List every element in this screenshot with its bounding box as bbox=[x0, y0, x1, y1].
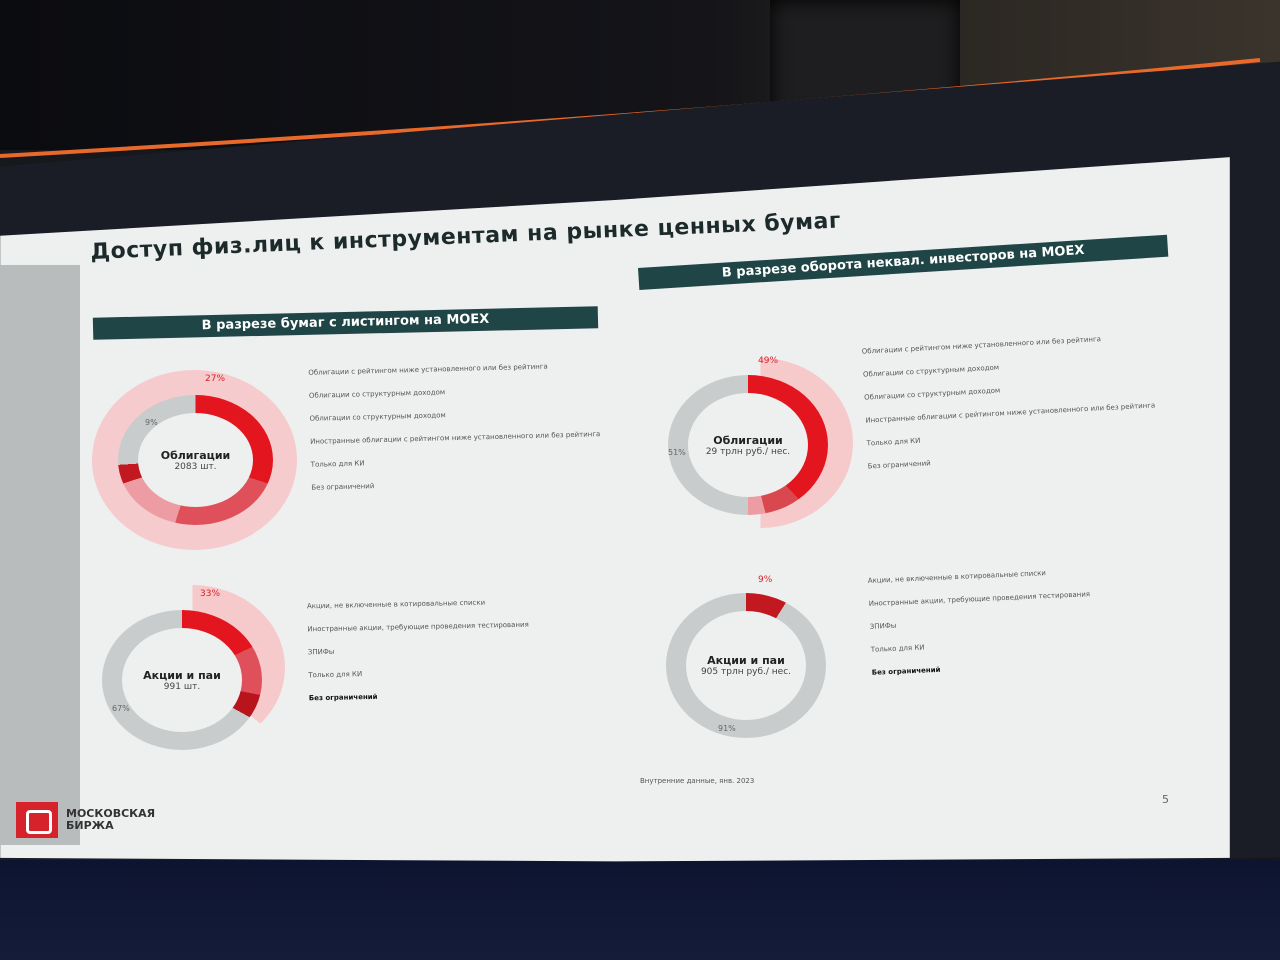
donut-shares-turnover: Акции и паи 905 трлн руб./ нес. bbox=[666, 593, 826, 738]
legend-item: Облигации со структурным доходом bbox=[308, 388, 446, 400]
legend-item: ЗПИФы bbox=[307, 647, 335, 657]
legend-item: Облигации со структурным доходом bbox=[309, 411, 446, 423]
legend-item: Иностранные облигации с рейтингом ниже у… bbox=[865, 401, 1156, 425]
audience-area bbox=[0, 860, 1280, 960]
legend-item: Облигации со структурным доходом bbox=[862, 363, 1000, 379]
donut-gray-pct: 51% bbox=[668, 448, 686, 457]
donut-bonds-turnover-ring: Облигации 29 трлн руб./ нес. bbox=[668, 375, 828, 515]
donut-label: Акции и паи bbox=[143, 668, 221, 682]
donut-top-pct: 27% bbox=[205, 374, 226, 384]
legend-item: Без ограничений bbox=[871, 666, 941, 678]
legend-item: Только для КИ bbox=[870, 643, 925, 655]
moex-logo-mark bbox=[16, 802, 58, 838]
source-note: Внутренние данные, янв. 2023 bbox=[640, 777, 755, 785]
donut-top-pct: 33% bbox=[200, 589, 221, 599]
page-number: 5 bbox=[1162, 793, 1169, 806]
moex-logo: МОСКОВСКАЯ БИРЖА bbox=[16, 802, 155, 838]
donut-top-pct: 9% bbox=[758, 575, 773, 585]
logo-line-2: БИРЖА bbox=[66, 819, 114, 832]
legend-item: Без ограничений bbox=[308, 693, 378, 703]
donut-shares-listing-ring: Акции и паи 991 шт. bbox=[102, 610, 262, 750]
legend-item: Иностранные акции, требующие проведения … bbox=[307, 620, 529, 634]
legend-item: Только для КИ bbox=[308, 670, 363, 680]
legend-bonds-turnover: Облигации с рейтингом ниже установленног… bbox=[862, 332, 1159, 486]
legend-item: Без ограничений bbox=[867, 459, 931, 471]
donut-top-pct: 49% bbox=[758, 356, 779, 366]
legend-shares-turnover: Акции, не включенные в котировальные спи… bbox=[868, 567, 1094, 692]
legend-item: Только для КИ bbox=[310, 459, 365, 470]
legend-item: Иностранные облигации с рейтингом ниже у… bbox=[310, 430, 601, 447]
donut-value: 991 шт. bbox=[163, 681, 201, 692]
donut-gray-pct: 91% bbox=[718, 724, 736, 733]
donut-gray-pct: 9% bbox=[145, 418, 158, 427]
slide-left-bar bbox=[0, 265, 80, 845]
donut-value: 905 трлн руб./ нес. bbox=[700, 667, 792, 677]
donut-label: Акции и паи bbox=[707, 654, 785, 667]
legend-item: ЗПИФы bbox=[869, 621, 897, 632]
legend-shares-listing: Акции, не включенные в котировальные спи… bbox=[307, 598, 531, 718]
legend-item: Без ограничений bbox=[311, 482, 375, 493]
legend-bonds-listing: Облигации с рейтингом ниже установленног… bbox=[308, 361, 602, 507]
logo-line-1: МОСКОВСКАЯ bbox=[66, 806, 156, 820]
donut-label: Облигации bbox=[713, 433, 783, 447]
legend-item: Иностранные акции, требующие проведения … bbox=[868, 590, 1091, 608]
legend-item: Облигации со структурным доходом bbox=[863, 386, 1001, 402]
donut-bonds-listing-ring: Облигации 2083 шт. bbox=[118, 395, 273, 525]
donut-value: 29 трлн руб./ нес. bbox=[705, 446, 791, 457]
donut-label: Облигации bbox=[160, 448, 231, 462]
donut-gray-pct: 67% bbox=[112, 704, 130, 713]
legend-item: Только для КИ bbox=[866, 437, 921, 448]
donut-value: 2083 шт. bbox=[174, 461, 217, 472]
